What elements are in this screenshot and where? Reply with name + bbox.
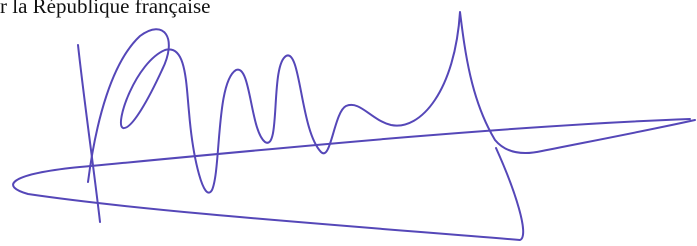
signature bbox=[0, 0, 697, 246]
page: r la République française (() => { const… bbox=[0, 0, 697, 246]
signature-stroke bbox=[13, 119, 690, 240]
signature-stroke bbox=[88, 12, 695, 193]
